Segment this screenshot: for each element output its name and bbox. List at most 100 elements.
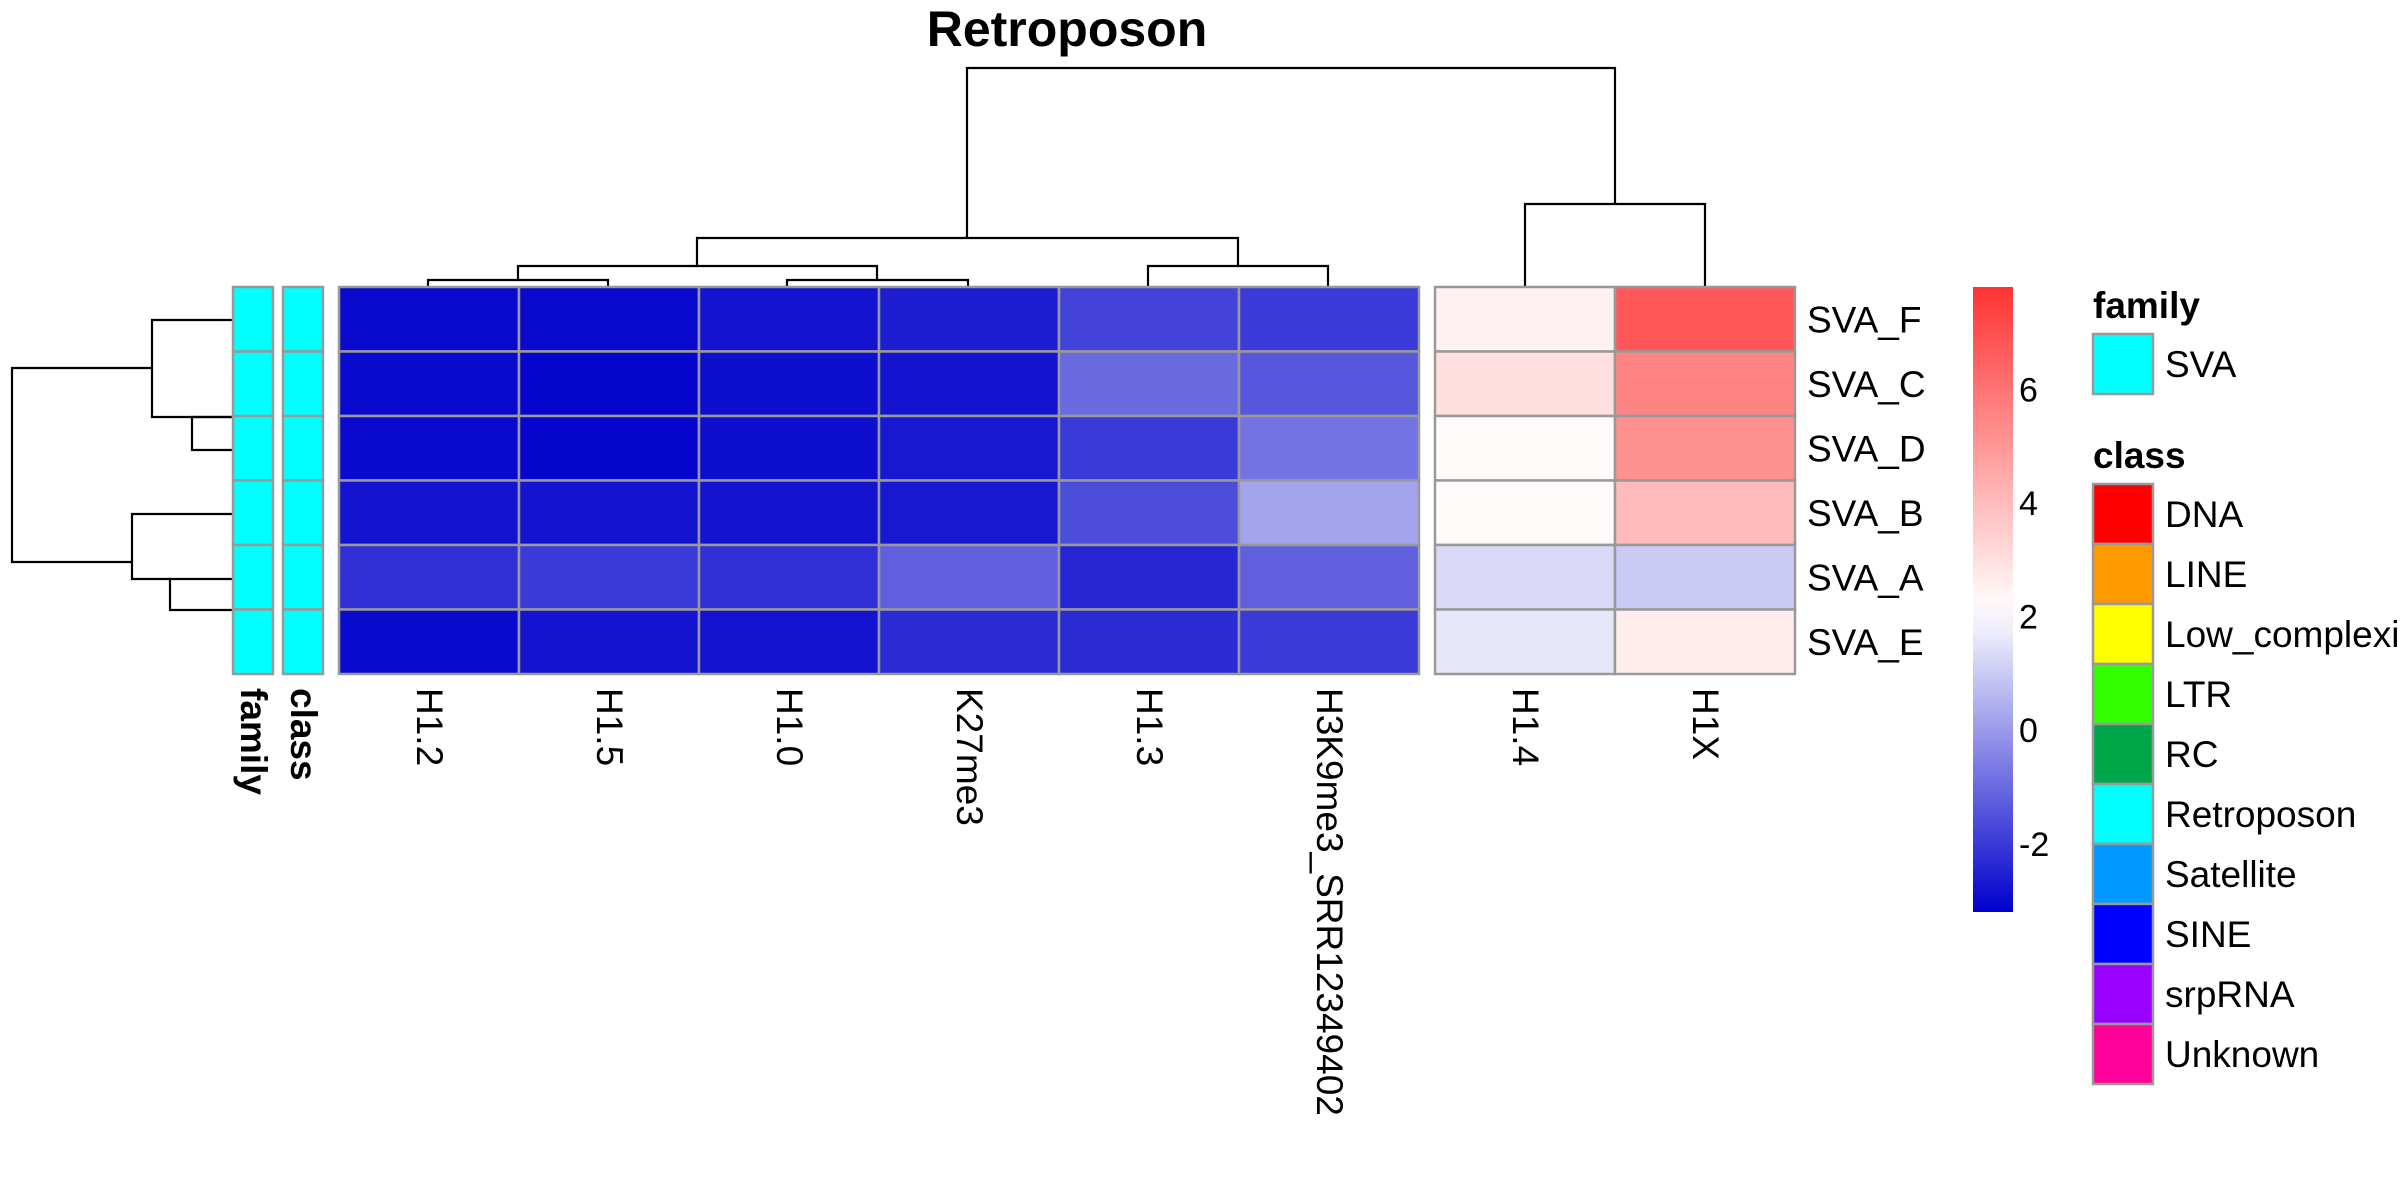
class-annotation-cell bbox=[281, 479, 325, 547]
legend-swatch bbox=[2091, 482, 2155, 546]
heatmap-cell-SVA_D-K27me3 bbox=[877, 414, 1061, 482]
row-dendrogram bbox=[10, 318, 232, 612]
heatmap-cell-SVA_C-H1.2 bbox=[337, 350, 521, 418]
chart-title: Retroposon bbox=[927, 1, 1208, 57]
heatmap-cell-SVA_F-H3K9me3_SRR12349402 bbox=[1237, 285, 1421, 353]
heatmap-cell-SVA_B-H1.5 bbox=[517, 479, 701, 547]
heatmap-cell-SVA_B-K27me3 bbox=[877, 479, 1061, 547]
heatmap-cell-SVA_B-H1X bbox=[1613, 479, 1797, 547]
family-annotation-cell bbox=[231, 414, 275, 482]
color-scale-tick-label: 6 bbox=[2019, 371, 2038, 409]
heatmap-cell-SVA_A-H1.5 bbox=[517, 543, 701, 611]
color-scale-bar bbox=[1973, 287, 2013, 912]
heatmap-cell-SVA_D-H3K9me3_SRR12349402 bbox=[1237, 414, 1421, 482]
legend-label: SINE bbox=[2165, 914, 2251, 955]
heatmap-cell-SVA_F-H1.3 bbox=[1057, 285, 1241, 353]
heatmap-cell-SVA_E-K27me3 bbox=[877, 608, 1061, 676]
column-labels: H1.2 H1.5 H1.0 K27me3 H1.3 H3K9me3_SRR1234940… bbox=[409, 688, 1726, 1116]
heatmap-cell-SVA_C-H3K9me3_SRR12349402 bbox=[1237, 350, 1421, 418]
row-label: SVA_B bbox=[1807, 493, 1924, 534]
legend-label: srpRNA bbox=[2165, 974, 2295, 1015]
column-label: H1.0 bbox=[769, 688, 810, 766]
heatmap-cell-SVA_C-H1X bbox=[1613, 350, 1797, 418]
heatmap-cell-SVA_B-H1.4 bbox=[1433, 479, 1617, 547]
color-scale-legend: -2 0 2 4 6 bbox=[1973, 287, 2049, 912]
heatmap-cell-SVA_D-H1.3 bbox=[1057, 414, 1241, 482]
legend-swatch bbox=[2091, 332, 2155, 396]
legend-label: RC bbox=[2165, 734, 2218, 775]
column-label: H3K9me3_SRR12349402 bbox=[1309, 688, 1350, 1116]
family-annotation-cell bbox=[231, 350, 275, 418]
row-label: SVA_D bbox=[1807, 428, 1926, 469]
family-legend: family SVA bbox=[2091, 285, 2237, 396]
heatmap-cell-SVA_C-H1.0 bbox=[697, 350, 881, 418]
legend-swatch bbox=[2091, 782, 2155, 846]
heatmap-cell-SVA_D-H1.5 bbox=[517, 414, 701, 482]
heatmap-cell-SVA_C-K27me3 bbox=[877, 350, 1061, 418]
row-label: SVA_A bbox=[1807, 557, 1924, 598]
family-annotation-cell bbox=[231, 543, 275, 611]
heatmap-cell-SVA_C-H1.3 bbox=[1057, 350, 1241, 418]
column-label: K27me3 bbox=[949, 688, 990, 826]
color-scale-tick-label: 2 bbox=[2019, 599, 2038, 637]
heatmap-cell-SVA_F-H1.4 bbox=[1433, 285, 1617, 353]
heatmap-cell-SVA_B-H1.0 bbox=[697, 479, 881, 547]
legend-swatch bbox=[2091, 542, 2155, 606]
heatmap-cell-SVA_A-H3K9me3_SRR12349402 bbox=[1237, 543, 1421, 611]
legend-swatch bbox=[2091, 1022, 2155, 1086]
heatmap-cell-SVA_E-H1.2 bbox=[337, 608, 521, 676]
heatmap-cell-SVA_F-K27me3 bbox=[877, 285, 1061, 353]
family-annotation-label: family bbox=[233, 688, 274, 795]
legend-swatch bbox=[2091, 602, 2155, 666]
family-annotation-cell bbox=[231, 479, 275, 547]
heatmap-cell-SVA_C-H1.4 bbox=[1433, 350, 1617, 418]
heatmap-cell-SVA_E-H1.0 bbox=[697, 608, 881, 676]
legend-label: Low_complexity bbox=[2165, 614, 2400, 655]
family-annotation-cell bbox=[231, 608, 275, 676]
legend-swatch bbox=[2091, 962, 2155, 1026]
heatmap-cell-SVA_A-H1.3 bbox=[1057, 543, 1241, 611]
column-label: H1.2 bbox=[409, 688, 450, 766]
heatmap-cell-SVA_B-H3K9me3_SRR12349402 bbox=[1237, 479, 1421, 547]
heatmap-cell-SVA_D-H1.2 bbox=[337, 414, 521, 482]
legend-swatch bbox=[2091, 722, 2155, 786]
legend-label: LTR bbox=[2165, 674, 2232, 715]
row-annotations: family class bbox=[231, 285, 325, 795]
class-annotation-cell bbox=[281, 414, 325, 482]
legend-swatch bbox=[2091, 842, 2155, 906]
heatmap-cell-SVA_E-H1.3 bbox=[1057, 608, 1241, 676]
heatmap-cell-SVA_C-H1.5 bbox=[517, 350, 701, 418]
heatmap-cell-SVA_A-K27me3 bbox=[877, 543, 1061, 611]
heatmap-cell-SVA_F-H1.5 bbox=[517, 285, 701, 353]
class-annotation-cell bbox=[281, 608, 325, 676]
column-label: H1.5 bbox=[589, 688, 630, 766]
heatmap-cell-SVA_E-H3K9me3_SRR12349402 bbox=[1237, 608, 1421, 676]
heatmap-cell-SVA_F-H1.2 bbox=[337, 285, 521, 353]
color-scale-tick-label: 4 bbox=[2019, 485, 2038, 523]
class-annotation-cell bbox=[281, 285, 325, 353]
legend-label: Unknown bbox=[2165, 1034, 2319, 1075]
row-label: SVA_F bbox=[1807, 299, 1921, 340]
heatmap-cell-SVA_E-H1.5 bbox=[517, 608, 701, 676]
column-label: H1X bbox=[1685, 688, 1726, 760]
column-label: H1.4 bbox=[1505, 688, 1546, 766]
row-label: SVA_C bbox=[1807, 364, 1926, 405]
color-scale-tick-label: 0 bbox=[2019, 712, 2038, 750]
legend-title: family bbox=[2093, 285, 2200, 326]
class-legend: class DNA LINE Low_complexity LTR RC Retroposo… bbox=[2091, 435, 2400, 1086]
legend-label: LINE bbox=[2165, 554, 2247, 595]
legend-swatch bbox=[2091, 902, 2155, 966]
heatmap-cell-SVA_B-H1.2 bbox=[337, 479, 521, 547]
class-annotation-cell bbox=[281, 543, 325, 611]
row-labels: SVA_F SVA_C SVA_D SVA_B SVA_A SVA_E bbox=[1807, 299, 1926, 663]
heatmap-cell-SVA_D-H1X bbox=[1613, 414, 1797, 482]
heatmap-cell-SVA_A-H1.2 bbox=[337, 543, 521, 611]
heatmap-cell-SVA_F-H1X bbox=[1613, 285, 1797, 353]
row-label: SVA_E bbox=[1807, 622, 1924, 663]
legend-swatch bbox=[2091, 662, 2155, 726]
heatmap-cells bbox=[337, 285, 1797, 676]
heatmap-cell-SVA_A-H1X bbox=[1613, 543, 1797, 611]
heatmap-cell-SVA_E-H1X bbox=[1613, 608, 1797, 676]
legend-label: SVA bbox=[2165, 344, 2237, 385]
